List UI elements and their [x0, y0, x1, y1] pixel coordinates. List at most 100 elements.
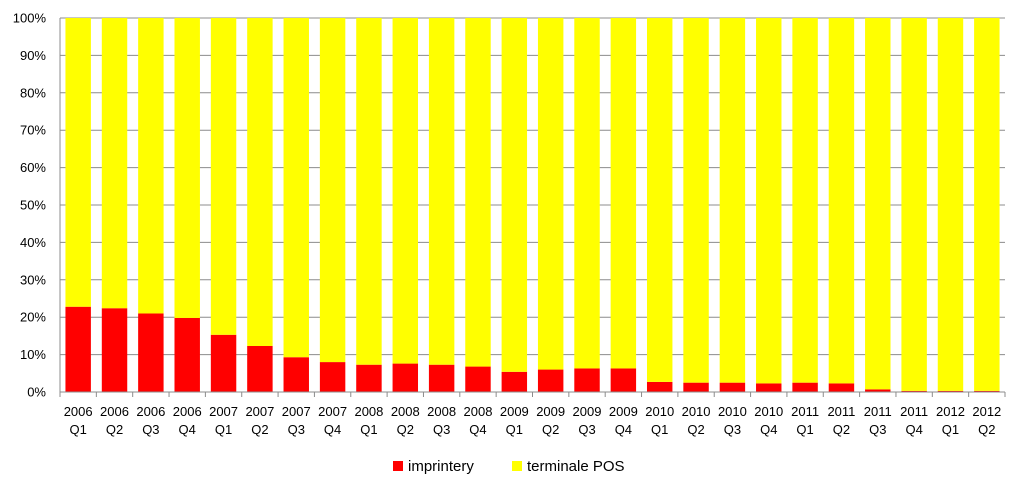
- x-tick-label-year: 2010: [754, 404, 783, 419]
- axes: [59, 18, 1005, 393]
- bar-terminale-pos: [501, 18, 528, 372]
- x-tick-label-quarter: Q1: [506, 422, 523, 437]
- x-tick-label-quarter: Q2: [978, 422, 995, 437]
- bar-terminale-pos: [465, 18, 491, 367]
- bar-imprintery: [574, 368, 600, 392]
- bar-terminale-pos: [537, 18, 564, 370]
- bar-imprintery: [865, 389, 891, 392]
- bar-imprintery: [138, 313, 164, 392]
- x-tick-label-year: 2011: [864, 404, 892, 419]
- y-tick-label: 0%: [27, 385, 46, 400]
- x-tick-label-year: 2007: [282, 404, 311, 419]
- bar-terminale-pos: [865, 18, 891, 390]
- bar-terminale-pos: [174, 18, 200, 318]
- x-tick-label-quarter: Q4: [469, 422, 486, 437]
- x-tick-label-quarter: Q1: [70, 422, 87, 437]
- legend-label: terminale POS: [527, 458, 625, 475]
- x-tick-label-quarter: Q2: [833, 422, 850, 437]
- y-tick-label: 70%: [20, 123, 46, 138]
- gridlines: [60, 17, 1005, 393]
- x-tick-label-year: 2009: [536, 404, 565, 419]
- bar-terminale-pos: [574, 18, 600, 369]
- bar-imprintery: [719, 382, 746, 392]
- y-tick-label: 50%: [20, 198, 46, 213]
- bar-imprintery: [537, 369, 564, 392]
- legend-swatch-terminale-pos: [512, 461, 522, 471]
- x-tick-label-quarter: Q2: [542, 422, 559, 437]
- bar-imprintery: [174, 317, 200, 392]
- bar-imprintery: [428, 364, 455, 392]
- x-tick-label-year: 2011: [900, 404, 928, 419]
- bar-imprintery: [901, 390, 927, 392]
- legend-label: imprintery: [408, 458, 474, 475]
- bar-terminale-pos: [937, 18, 964, 391]
- bar-terminale-pos: [247, 18, 273, 346]
- bar-terminale-pos: [828, 18, 855, 384]
- x-tick-label-year: 2007: [318, 404, 347, 419]
- bar-imprintery: [683, 382, 709, 392]
- x-tick-label-quarter: Q1: [360, 422, 377, 437]
- y-tick-label: 90%: [20, 48, 46, 63]
- x-tick-label-quarter: Q1: [942, 422, 959, 437]
- bar-imprintery: [210, 334, 237, 392]
- x-tick-label-year: 2007: [209, 404, 238, 419]
- bar-terminale-pos: [138, 18, 164, 314]
- bar-terminale-pos: [101, 18, 128, 309]
- x-tick-label-quarter: Q4: [324, 422, 341, 437]
- bar-imprintery: [756, 383, 782, 392]
- bar-imprintery: [937, 390, 964, 392]
- bar-imprintery: [465, 366, 491, 392]
- bar-imprintery: [356, 364, 382, 392]
- x-axis-ticks: 2006 Q1 2006 Q2 2006 Q3 2006 Q4 2007 Q1 2007 Q2 2007…: [59, 392, 1006, 437]
- x-tick-label-year: 2012: [936, 404, 965, 419]
- x-tick-label-year: 2006: [173, 404, 202, 419]
- bar-imprintery: [392, 363, 419, 392]
- bar-imprintery: [610, 368, 637, 392]
- y-tick-label: 80%: [20, 85, 46, 100]
- x-tick-label-quarter: Q3: [142, 422, 159, 437]
- x-tick-label-quarter: Q2: [251, 422, 268, 437]
- x-tick-label-year: 2010: [645, 404, 674, 419]
- bar-terminale-pos: [428, 18, 455, 365]
- bar-imprintery: [101, 308, 128, 392]
- x-tick-label-year: 2006: [100, 404, 129, 419]
- x-tick-label-year: 2011: [827, 404, 855, 419]
- x-tick-label-quarter: Q4: [905, 422, 922, 437]
- bar-terminale-pos: [901, 18, 927, 391]
- bar-terminale-pos: [974, 18, 1000, 391]
- legend-swatch-imprintery: [393, 461, 403, 471]
- bar-terminale-pos: [719, 18, 746, 383]
- x-tick-label-year: 2006: [136, 404, 165, 419]
- x-tick-label-quarter: Q1: [651, 422, 668, 437]
- bar-imprintery: [792, 382, 818, 392]
- bar-imprintery: [828, 383, 855, 392]
- x-tick-label-year: 2008: [391, 404, 420, 419]
- bar-imprintery: [501, 371, 528, 392]
- y-axis-ticks: 0% 10% 20% 30% 40% 50% 60% 70% 80% 90% 100%: [13, 11, 47, 400]
- bar-terminale-pos: [283, 18, 309, 358]
- bar-terminale-pos: [356, 18, 382, 365]
- x-tick-label-quarter: Q3: [578, 422, 595, 437]
- x-tick-label-quarter: Q3: [724, 422, 741, 437]
- x-tick-label-quarter: Q2: [106, 422, 123, 437]
- bar-imprintery: [646, 381, 673, 392]
- bar-terminale-pos: [683, 18, 709, 383]
- x-tick-label-quarter: Q3: [288, 422, 305, 437]
- x-tick-label-year: 2008: [464, 404, 493, 419]
- x-tick-label-quarter: Q3: [869, 422, 886, 437]
- x-tick-label-quarter: Q2: [687, 422, 704, 437]
- x-tick-label-year: 2008: [427, 404, 456, 419]
- x-tick-label-year: 2006: [64, 404, 93, 419]
- bar-imprintery: [283, 357, 309, 392]
- bar-terminale-pos: [319, 18, 346, 363]
- bar-imprintery: [65, 306, 91, 392]
- bar-imprintery: [247, 345, 273, 392]
- y-tick-label: 10%: [20, 347, 46, 362]
- bar-terminale-pos: [65, 18, 91, 307]
- bar-imprintery: [974, 390, 1000, 392]
- x-tick-label-year: 2012: [972, 404, 1001, 419]
- y-tick-label: 30%: [20, 272, 46, 287]
- bar-terminale-pos: [756, 18, 782, 384]
- y-tick-label: 60%: [20, 160, 46, 175]
- x-tick-label-year: 2008: [354, 404, 383, 419]
